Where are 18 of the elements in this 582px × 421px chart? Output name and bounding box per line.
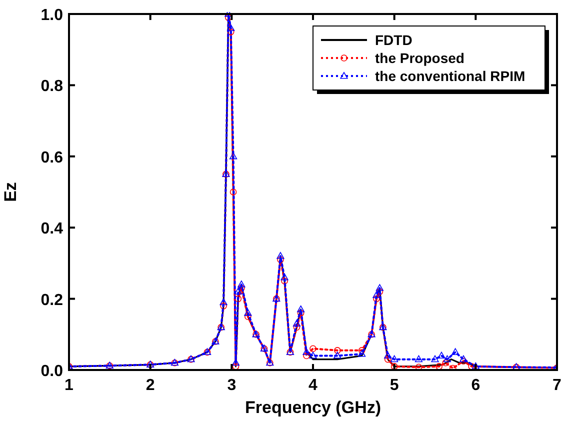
y-tick-label: 0.2: [40, 292, 64, 309]
y-tick-label: 0.0: [40, 363, 64, 380]
x-tick-label: 2: [146, 377, 155, 394]
x-tick-label: 3: [227, 377, 236, 394]
x-axis-title: Frequency (GHz): [244, 398, 382, 417]
y-tick-label: 1.0: [40, 7, 64, 24]
legend-label: the Proposed: [375, 50, 464, 66]
x-tick-label: 6: [471, 377, 480, 394]
x-tick-label: 4: [308, 377, 318, 394]
x-tick-label: 7: [552, 377, 562, 394]
y-tick-label: 0.4: [40, 220, 64, 238]
legend-label: the conventional RPIM: [375, 68, 526, 84]
y-tick-label: 0.6: [40, 149, 64, 166]
y-tick-label: 0.8: [40, 78, 64, 96]
x-tick-label: 5: [390, 377, 399, 394]
x-tick-label: 1: [64, 377, 74, 394]
y-axis-title: Ez: [1, 182, 20, 202]
legend-label: FDTD: [375, 32, 412, 48]
